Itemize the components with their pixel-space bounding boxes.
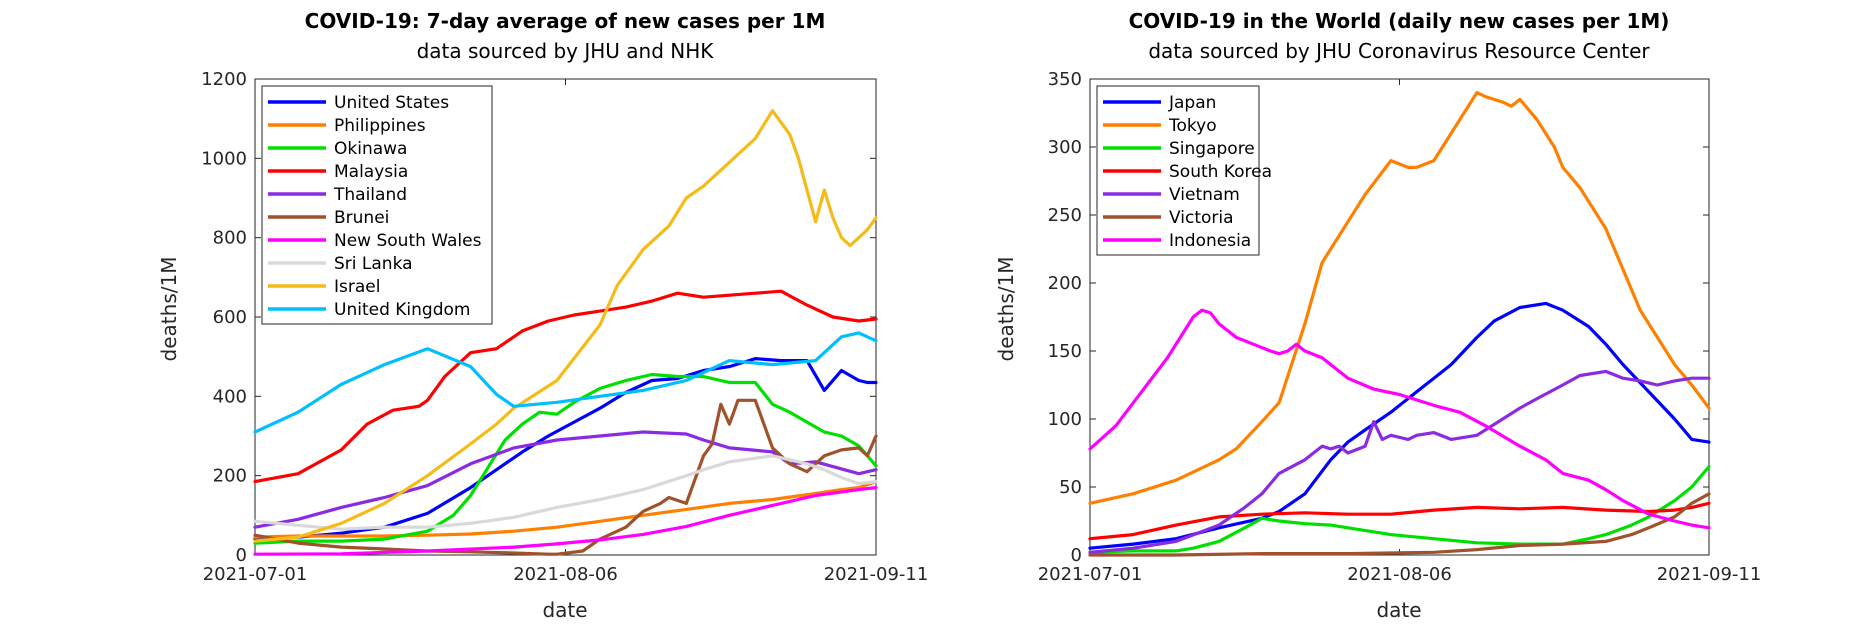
y-tick-label: 1200 <box>201 69 247 90</box>
series-line-okinawa <box>253 372 878 545</box>
legend: United States Philippines Okinawa Malaysia T… <box>261 85 493 325</box>
y-tick-label: 200 <box>1048 273 1082 294</box>
y-tick-label: 250 <box>1048 205 1082 226</box>
y-tick-label: 600 <box>213 307 247 328</box>
series-line-united-states <box>253 357 878 541</box>
series-line-singapore <box>1088 465 1711 554</box>
series-line-malaysia <box>253 289 878 484</box>
y-tick-label: 1000 <box>201 148 247 169</box>
chart-left: COVID-19: 7-day average of new cases per… <box>157 9 928 622</box>
legend-label: Tokyo <box>1168 116 1217 136</box>
y-tick-label: 200 <box>213 466 247 487</box>
legend-label: Sri Lanka <box>334 254 413 274</box>
chart-title: COVID-19: 7-day average of new cases per… <box>305 9 826 33</box>
legend-label: Israel <box>334 277 380 297</box>
legend-label: Singapore <box>1169 139 1255 159</box>
y-tick-label: 400 <box>213 386 247 407</box>
chart-subtitle: data sourced by JHU Coronavirus Resource… <box>1148 39 1650 63</box>
legend-label: United States <box>334 93 449 113</box>
y-tick-label: 0 <box>236 545 247 566</box>
series-line-south-korea <box>1088 501 1711 541</box>
x-tick-label: 2021-07-01 <box>203 564 308 585</box>
legend-label: Okinawa <box>334 139 407 159</box>
series-layer <box>253 109 878 556</box>
x-tick-label: 2021-09-11 <box>824 564 929 585</box>
legend-label: South Korea <box>1169 162 1272 182</box>
legend-label: Victoria <box>1169 208 1234 228</box>
series-line-philippines <box>253 480 878 539</box>
series-line-sri-lanka <box>253 454 878 531</box>
y-tick-label: 50 <box>1059 477 1082 498</box>
x-tick-label: 2021-09-11 <box>1657 564 1762 585</box>
legend: Japan Tokyo Singapore South Korea Vietnam Vic… <box>1096 85 1272 256</box>
legend-label: Brunei <box>334 208 389 228</box>
legend-label: Philippines <box>334 116 426 136</box>
series-line-thailand <box>253 430 878 529</box>
chart-subtitle: data sourced by JHU and NHK <box>417 39 715 63</box>
y-tick-label: 150 <box>1048 341 1082 362</box>
y-axis-title: deaths/1M <box>994 257 1018 362</box>
y-tick-label: 350 <box>1048 69 1082 90</box>
chart-right: COVID-19 in the World (daily new cases p… <box>994 9 1761 622</box>
legend-label: Indonesia <box>1169 231 1251 251</box>
x-axis-title: date <box>542 598 587 622</box>
y-tick-label: 100 <box>1048 409 1082 430</box>
x-tick-label: 2021-08-06 <box>1347 564 1452 585</box>
y-tick-label: 800 <box>213 228 247 249</box>
series-layer <box>1088 90 1711 557</box>
chart-title: COVID-19 in the World (daily new cases p… <box>1129 9 1670 33</box>
series-line-brunei <box>253 398 878 556</box>
legend-label: United Kingdom <box>334 300 470 320</box>
series-line-tokyo <box>1088 90 1711 505</box>
series-line-united-kingdom <box>253 331 878 434</box>
legend-label: Vietnam <box>1169 185 1240 205</box>
series-line-vietnam <box>1088 369 1711 554</box>
series-line-indonesia <box>1088 308 1711 530</box>
x-tick-label: 2021-07-01 <box>1038 564 1143 585</box>
legend-label: New South Wales <box>334 231 482 251</box>
y-tick-label: 300 <box>1048 137 1082 158</box>
legend-label: Japan <box>1168 93 1216 113</box>
series-line-new-south-wales <box>253 486 878 556</box>
legend-label: Thailand <box>333 185 407 205</box>
y-axis-label: deaths/1M <box>157 257 181 362</box>
series-line-israel <box>253 109 878 543</box>
x-tick-label: 2021-08-06 <box>513 564 618 585</box>
x-axis-title: date <box>1376 598 1421 622</box>
y-axis-label: deaths/1M <box>994 257 1018 362</box>
y-tick-label: 0 <box>1071 545 1082 566</box>
legend-label: Malaysia <box>334 162 408 182</box>
y-axis-title: deaths/1M <box>157 257 181 362</box>
